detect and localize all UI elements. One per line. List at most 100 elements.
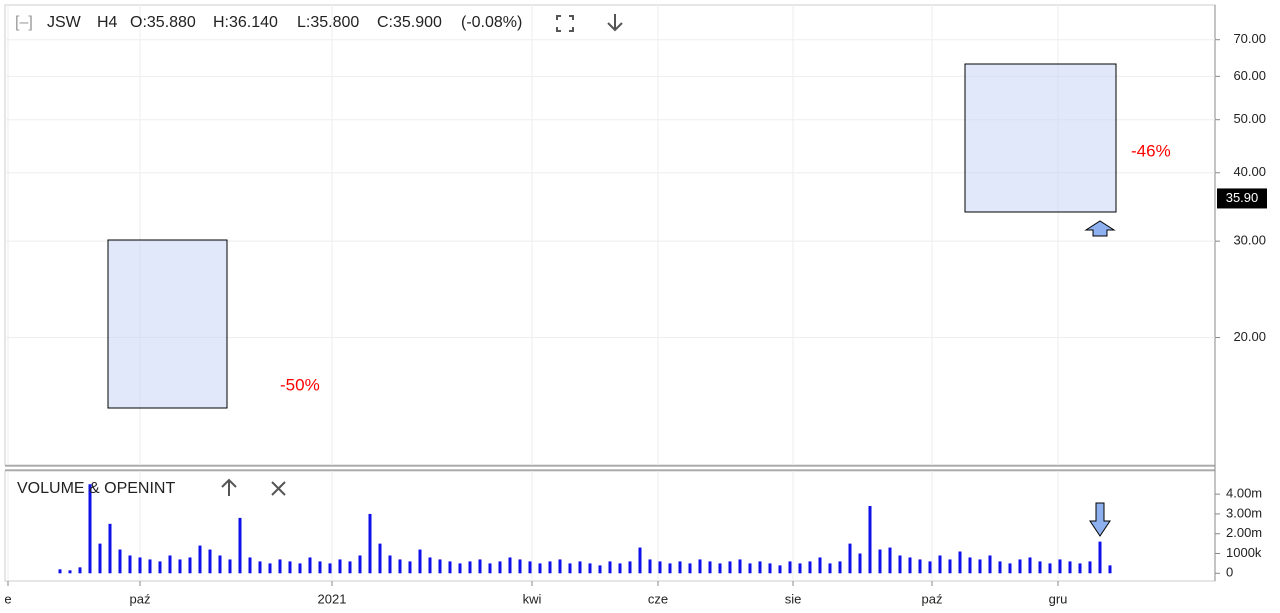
- volume-bar: [888, 547, 892, 574]
- highlight-box: [107, 239, 228, 409]
- volume-bar: [658, 561, 662, 574]
- volume-bar: [608, 561, 612, 574]
- volume-bar: [278, 559, 282, 574]
- volume-bar: [198, 545, 202, 574]
- change: (-0.08%): [461, 14, 522, 31]
- high-price: H:36.140: [213, 14, 278, 31]
- volume-bar: [918, 559, 922, 574]
- volume-bar: [588, 563, 592, 574]
- last-price-box: [1217, 188, 1267, 209]
- volume-bar: [398, 559, 402, 574]
- volume-bar: [128, 555, 132, 574]
- move-down-icon[interactable]: [607, 14, 623, 32]
- volume-bar: [668, 563, 672, 574]
- volume-bar: [168, 555, 172, 574]
- volume-bar: [258, 561, 262, 574]
- volume-bar: [778, 565, 782, 574]
- volume-bar: [1008, 563, 1012, 574]
- volume-bar: [288, 561, 292, 574]
- volume-bar: [98, 543, 102, 574]
- y-tick-label: 1000k: [1226, 545, 1262, 560]
- volume-bar: [688, 563, 692, 574]
- volume-bar: [348, 561, 352, 574]
- volume-bar: [968, 557, 972, 574]
- y-tick-label: 0: [1226, 565, 1233, 580]
- annotation: -50%: [280, 375, 320, 394]
- volume-bar: [978, 559, 982, 574]
- volume-bar: [538, 563, 542, 574]
- volume-bar: [368, 513, 372, 574]
- y-tick-label: 30.00: [1233, 233, 1266, 248]
- volume-bar: [248, 557, 252, 574]
- close-icon[interactable]: [271, 481, 286, 496]
- volume-bar: [548, 561, 552, 574]
- volume-bar: [408, 561, 412, 574]
- volume-bar: [158, 561, 162, 574]
- volume-bar: [438, 559, 442, 574]
- fullscreen-icon[interactable]: [556, 15, 574, 32]
- y-tick-label: 50.00: [1233, 111, 1266, 126]
- last-price-label: 35.90: [1226, 190, 1259, 205]
- collapse-button[interactable]: [–]: [15, 14, 33, 31]
- volume-bar: [178, 559, 182, 574]
- x-tick-label: 2021: [318, 591, 347, 606]
- volume-bar: [498, 561, 502, 574]
- volume-bar: [1108, 565, 1112, 574]
- volume-bar: [478, 559, 482, 574]
- interval: H4: [97, 14, 118, 31]
- low-price: L:35.800: [297, 14, 359, 31]
- volume-bar: [1018, 559, 1022, 574]
- volume-bar: [378, 543, 382, 574]
- annotation: -46%: [1131, 141, 1171, 160]
- volume-bar: [728, 561, 732, 574]
- volume-bar: [1078, 563, 1082, 574]
- volume-bar: [1048, 563, 1052, 574]
- volume-bar: [908, 557, 912, 574]
- x-tick-label: paź: [922, 591, 943, 606]
- highlight-box: [964, 63, 1117, 213]
- volume-bar: [1028, 557, 1032, 574]
- volume-bar: [328, 563, 332, 574]
- volume-bar: [268, 563, 272, 574]
- volume-bar: [838, 561, 842, 574]
- move-up-icon[interactable]: [221, 478, 237, 496]
- volume-bar: [598, 565, 602, 574]
- x-tick-label: gru: [1049, 591, 1068, 606]
- volume-bar: [628, 561, 632, 574]
- x-tick-label: sie: [785, 591, 802, 606]
- volume-bar: [118, 549, 122, 574]
- volume-bar: [138, 557, 142, 574]
- volume-bar: [358, 555, 362, 574]
- volume-bar: [338, 559, 342, 574]
- volume-title: VOLUME & OPENINT: [17, 480, 175, 497]
- volume-bar: [998, 561, 1002, 574]
- down-arrow-marker: [1089, 502, 1111, 537]
- y-tick-label: 4.00m: [1226, 486, 1262, 501]
- volume-bar: [518, 559, 522, 574]
- volume-bar: [848, 543, 852, 574]
- volume-bar: [58, 569, 62, 574]
- volume-bar: [488, 563, 492, 574]
- volume-bar: [238, 517, 242, 574]
- volume-bar: [738, 559, 742, 574]
- volume-bar: [188, 557, 192, 574]
- volume-bar: [928, 561, 932, 574]
- volume-bar: [948, 559, 952, 574]
- y-tick-label: 70.00: [1233, 31, 1266, 46]
- volume-bar: [568, 563, 572, 574]
- volume-bar: [708, 561, 712, 574]
- symbol: JSW: [47, 14, 82, 31]
- volume-bar: [678, 561, 682, 574]
- volume-bar: [868, 506, 872, 574]
- y-tick-label: 3.00m: [1226, 505, 1262, 520]
- volume-bar: [748, 563, 752, 574]
- volume-bar: [418, 549, 422, 574]
- volume-bar: [818, 557, 822, 574]
- y-tick-label: 2.00m: [1226, 525, 1262, 540]
- volume-bar: [1088, 561, 1092, 574]
- open-price: O:35.880: [130, 14, 196, 31]
- volume-bar: [388, 555, 392, 574]
- volume-bar: [298, 563, 302, 574]
- volume-bar: [618, 563, 622, 574]
- volume-bar: [108, 523, 112, 574]
